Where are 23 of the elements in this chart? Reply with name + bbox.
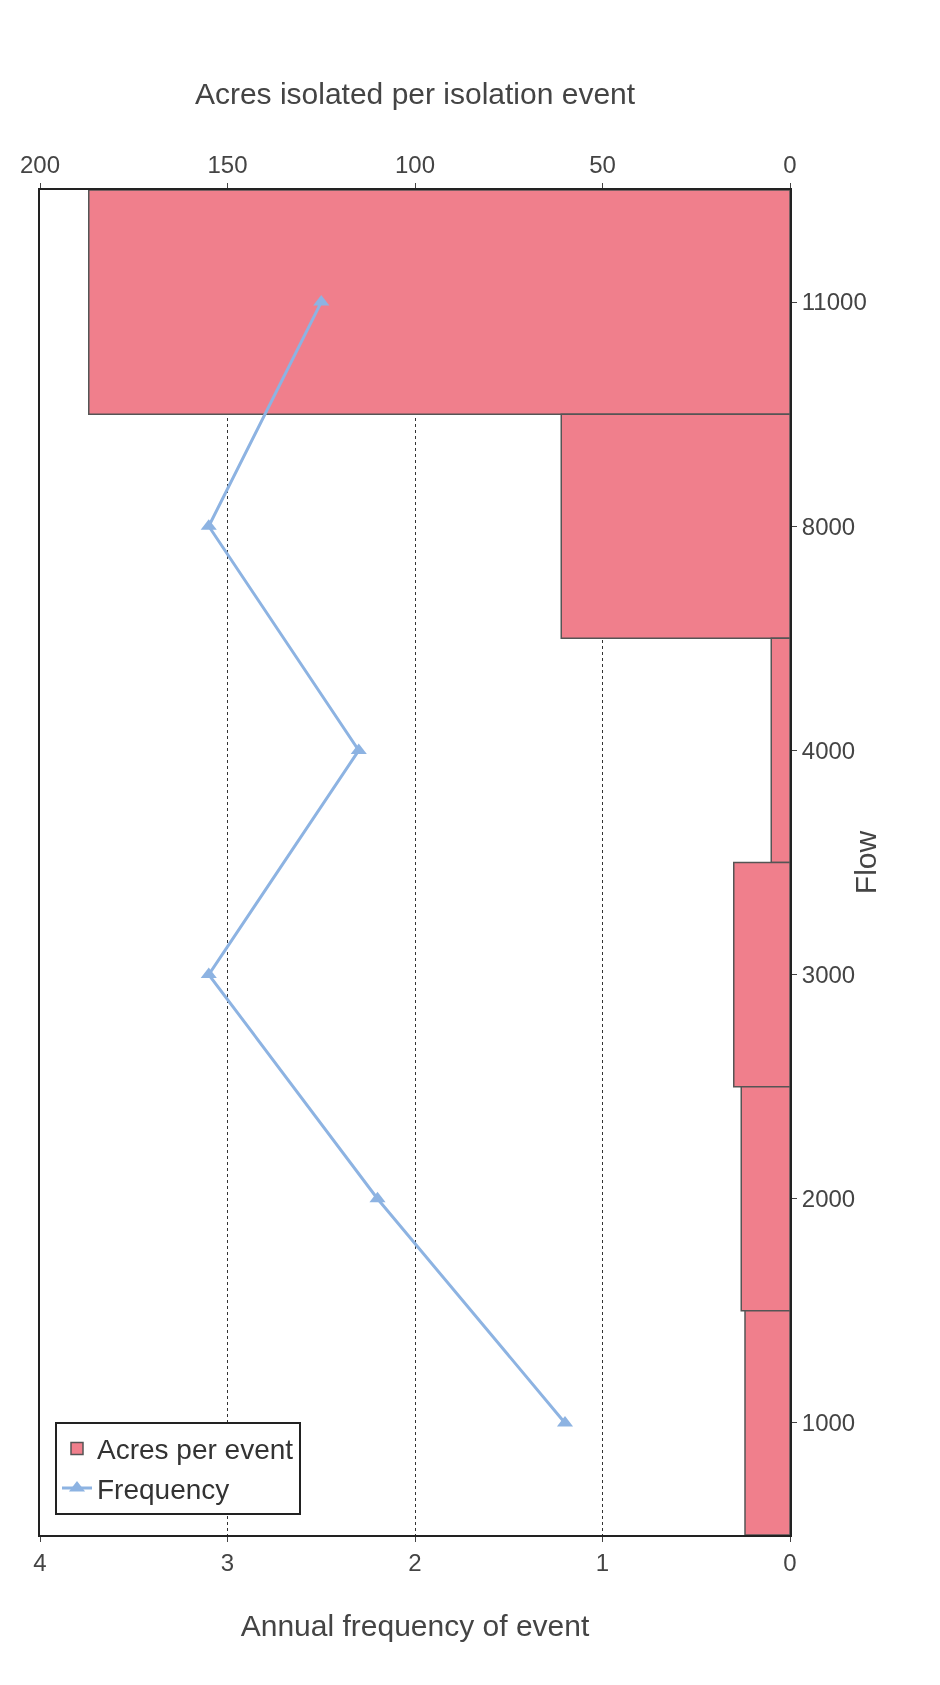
x2-axis-title: Acres isolated per isolation event <box>194 77 636 110</box>
x-tick-label: 1 <box>595 1548 610 1576</box>
legend-label: Frequency <box>97 1473 230 1505</box>
y-tick-label: 2000 <box>801 1185 856 1213</box>
point <box>369 1191 386 1203</box>
legend-label: Acres per event <box>97 1434 294 1466</box>
x2-tick-label: 0 <box>783 151 797 179</box>
x2-tick-label: 150 <box>207 151 248 179</box>
x-tick-label: 3 <box>220 1548 235 1576</box>
x-tick-label: 4 <box>33 1548 47 1576</box>
x-tick-label: 0 <box>783 1548 797 1576</box>
y-tick-label: 3000 <box>801 960 856 988</box>
x-tick-label: 2 <box>408 1548 422 1576</box>
x2-tick-label: 100 <box>394 151 436 179</box>
y-tick-label: 8000 <box>801 512 856 540</box>
point <box>200 967 217 979</box>
y-tick-label: 1000 <box>801 1409 856 1437</box>
x-axis-title: Annual frequency of event <box>240 1609 590 1642</box>
y-tick-label: 11000 <box>801 288 867 316</box>
y-tick-label: 4000 <box>801 736 856 764</box>
x2-tick-label: 200 <box>19 151 61 179</box>
x2-tick-label: 50 <box>589 151 616 179</box>
y-axis-title: Flow <box>849 830 882 895</box>
